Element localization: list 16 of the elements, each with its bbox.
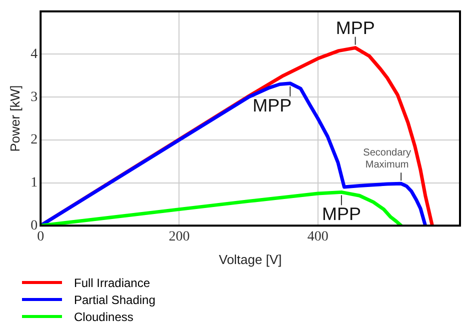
y-tick-label: 0 — [30, 218, 38, 234]
y-tick-label: 4 — [30, 46, 38, 62]
annotation: MPP — [322, 204, 361, 224]
x-tick-label: 400 — [307, 230, 328, 245]
x-tick-label: 200 — [168, 230, 190, 245]
y-tick-label: 2 — [30, 132, 38, 148]
x-axis-title: Voltage [V] — [218, 252, 282, 267]
y-tick-label: 3 — [30, 90, 38, 105]
annotation: Secondary Maximum — [363, 148, 411, 171]
legend-label: Cloudiness — [74, 310, 134, 324]
legend-label: Full Irradiance — [74, 276, 150, 290]
y-axis-title: Power [kW] — [7, 85, 22, 152]
y-tick-label: 1 — [30, 175, 38, 190]
annotation: MPP — [252, 95, 292, 116]
annotation: MPP — [336, 18, 375, 38]
legend-label: Partial Shading — [74, 292, 156, 306]
